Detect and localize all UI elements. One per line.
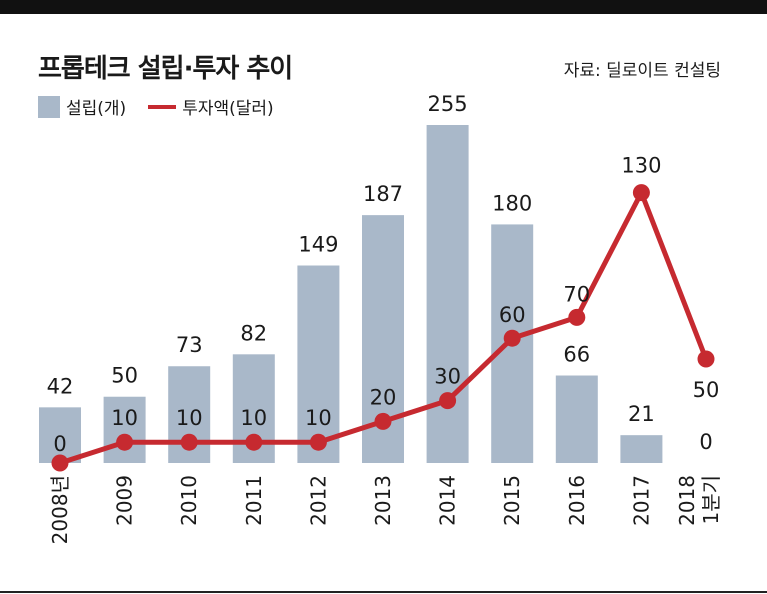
bar [426, 125, 469, 463]
investment-point [51, 454, 69, 472]
x-tick-text: 2008년 [48, 475, 72, 544]
x-tick-text: 2011 [242, 475, 266, 526]
bar-value-label: 21 [628, 402, 655, 426]
legend-label-bar: 설립(개) [66, 99, 127, 119]
x-tick-text: 2012 [306, 475, 330, 526]
x-tick-text: 2013 [371, 475, 395, 526]
bottom-rule [0, 591, 767, 593]
bar-value-label: 66 [563, 343, 590, 367]
bar-value-label: 73 [176, 333, 203, 357]
bar-value-label: 0 [699, 430, 712, 454]
legend-swatch-bar [38, 95, 60, 118]
investment-point [632, 184, 650, 202]
x-tick-text: 2014 [436, 475, 460, 526]
x-tick-text: 2018 [675, 475, 699, 526]
investment-point [116, 433, 134, 451]
bar-value-label: 187 [363, 182, 403, 206]
x-tick-label: 2015 [500, 475, 524, 526]
x-tick-text: 2017 [629, 475, 653, 526]
bar [39, 407, 81, 463]
x-tick-text: 2015 [500, 475, 524, 526]
legend-swatch-line [148, 104, 177, 109]
investment-point [697, 350, 715, 368]
x-tick-label: 2011 [242, 475, 266, 526]
x-tick-label: 2009 [113, 475, 137, 526]
investment-value-label: 10 [176, 406, 203, 430]
bar [103, 396, 146, 463]
investment-value-label: 50 [693, 378, 720, 402]
x-tick-text: 1분기 [699, 475, 723, 525]
investment-value-label: 30 [434, 365, 461, 389]
investment-point [309, 433, 327, 451]
x-tick-label: 2008년 [48, 475, 72, 544]
legend-label-line: 투자액(달러) [182, 99, 274, 119]
bar-labels-layer: 42 50 73 82 149 187 255 180 66 21 0 [47, 92, 713, 454]
x-tick-label: 2013 [371, 475, 395, 526]
bar-value-label: 82 [240, 321, 267, 345]
bar [555, 375, 598, 463]
bar-value-label: 255 [428, 92, 468, 116]
investment-value-label: 10 [240, 406, 267, 430]
bar [620, 435, 663, 463]
bar-value-label: 180 [492, 191, 532, 215]
source-note: 자료: 딜로이트 컨설팅 [563, 61, 721, 81]
investment-point [180, 433, 198, 451]
investment-value-label: 10 [305, 406, 332, 430]
x-tick-label: 2012 [306, 475, 330, 526]
bar-value-label: 149 [298, 233, 338, 257]
investment-point [374, 412, 392, 430]
investment-point [568, 308, 586, 326]
investment-value-label: 60 [499, 303, 526, 327]
line-layer: 0 10 10 10 10 20 30 60 70 130 50 [51, 154, 720, 472]
x-tick-text: 2009 [113, 475, 137, 526]
bar-value-label: 42 [47, 374, 74, 398]
investment-value-label: 0 [53, 432, 66, 456]
investment-point [245, 433, 263, 451]
legend: 설립(개) 투자액(달러) [38, 94, 274, 119]
x-tick-label: 2010 [177, 475, 201, 526]
top-bar [0, 0, 767, 14]
investment-value-label: 20 [370, 385, 397, 409]
investment-value-label: 70 [563, 282, 590, 306]
x-tick-label: 2016 [565, 475, 589, 526]
x-axis-ticks: 2008년 2009 2010 2011 2012 2013 2014 2015 2016 201… [48, 475, 723, 544]
investment-value-label: 10 [111, 406, 138, 430]
x-tick-label: 2014 [436, 475, 460, 526]
investment-point [503, 329, 521, 347]
bar-value-label: 50 [111, 364, 138, 388]
investment-value-label: 130 [621, 154, 661, 178]
investment-point [439, 392, 457, 410]
x-tick-text: 2016 [565, 475, 589, 526]
x-tick-label: 2018 1분기 [675, 475, 723, 526]
bar [297, 265, 340, 463]
chart-title: 프롭테크 설립·투자 추이 [38, 54, 293, 84]
x-tick-label: 2017 [629, 475, 653, 526]
x-tick-text: 2010 [177, 475, 201, 526]
